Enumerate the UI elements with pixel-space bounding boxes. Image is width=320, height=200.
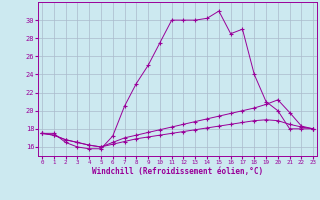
- X-axis label: Windchill (Refroidissement éolien,°C): Windchill (Refroidissement éolien,°C): [92, 167, 263, 176]
